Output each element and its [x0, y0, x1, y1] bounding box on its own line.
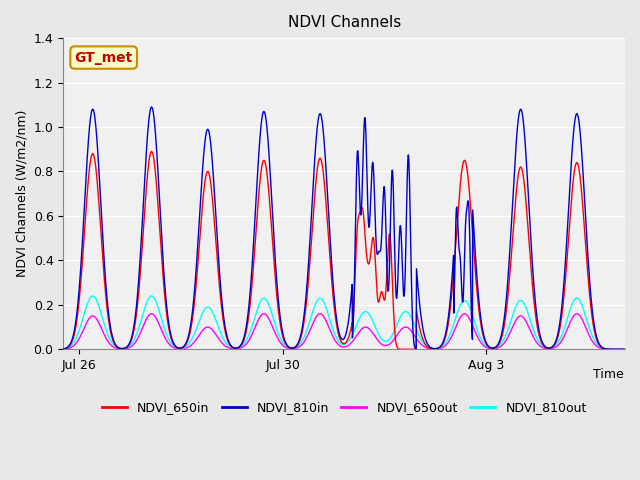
- NDVI_650in: [88, 152, 96, 157]
- NDVI_650out: [605, 347, 613, 352]
- NDVI_650out: [260, 311, 268, 317]
- NDVI_810out: [148, 293, 156, 299]
- NDVI_810in: [605, 346, 612, 352]
- Line: NDVI_650in: NDVI_650in: [63, 152, 625, 349]
- Line: NDVI_810in: NDVI_810in: [63, 107, 625, 349]
- NDVI_650out: [318, 312, 326, 317]
- NDVI_650out: [502, 338, 509, 344]
- NDVI_810out: [605, 346, 613, 352]
- NDVI_650out: [333, 340, 340, 346]
- NDVI_810in: [148, 104, 156, 110]
- NDVI_650in: [148, 149, 156, 155]
- NDVI_650in: [318, 159, 326, 165]
- X-axis label: Time: Time: [593, 368, 623, 381]
- NDVI_650in: [605, 347, 613, 352]
- NDVI_650out: [621, 347, 629, 352]
- Text: GT_met: GT_met: [74, 50, 132, 64]
- NDVI_650in: [412, 347, 420, 352]
- NDVI_650out: [605, 347, 612, 352]
- NDVI_810out: [60, 346, 67, 352]
- NDVI_650in: [621, 347, 629, 352]
- NDVI_810in: [88, 108, 96, 113]
- NDVI_650in: [502, 310, 510, 315]
- NDVI_810out: [621, 347, 629, 352]
- NDVI_810out: [605, 346, 612, 352]
- Line: NDVI_650out: NDVI_650out: [63, 314, 625, 349]
- NDVI_810in: [60, 346, 67, 352]
- NDVI_650out: [60, 346, 67, 352]
- NDVI_650in: [333, 323, 340, 328]
- NDVI_810out: [318, 296, 326, 302]
- Line: NDVI_810out: NDVI_810out: [63, 296, 625, 349]
- NDVI_650in: [605, 347, 613, 352]
- Y-axis label: NDVI Channels (W/m2/nm): NDVI Channels (W/m2/nm): [15, 110, 28, 277]
- NDVI_810in: [605, 347, 613, 352]
- NDVI_810out: [502, 332, 509, 338]
- NDVI_810out: [88, 293, 96, 299]
- NDVI_650in: [60, 346, 67, 352]
- NDVI_650out: [88, 313, 96, 319]
- NDVI_810in: [502, 301, 509, 307]
- NDVI_810in: [318, 116, 326, 122]
- NDVI_810out: [333, 336, 340, 341]
- Title: NDVI Channels: NDVI Channels: [287, 15, 401, 30]
- NDVI_810in: [333, 317, 340, 323]
- Legend: NDVI_650in, NDVI_810in, NDVI_650out, NDVI_810out: NDVI_650in, NDVI_810in, NDVI_650out, NDV…: [97, 396, 591, 419]
- NDVI_810in: [621, 347, 629, 352]
